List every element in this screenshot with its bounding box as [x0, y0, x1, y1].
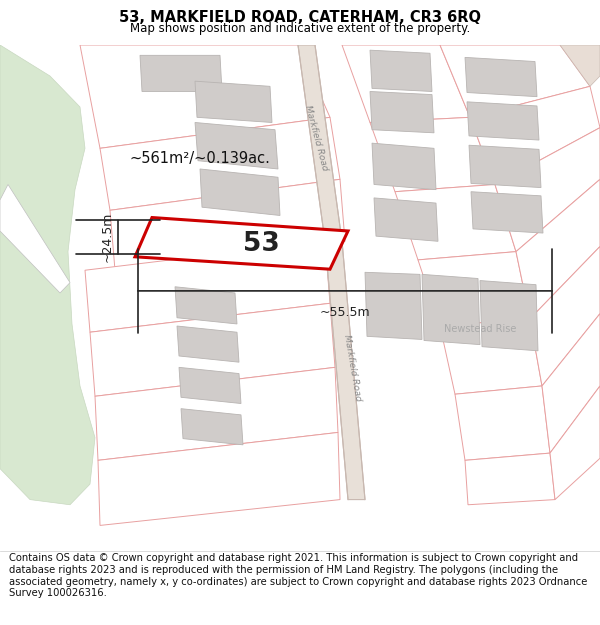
Polygon shape	[0, 45, 95, 505]
Polygon shape	[370, 118, 495, 192]
Polygon shape	[516, 179, 600, 319]
Polygon shape	[395, 184, 516, 260]
Polygon shape	[100, 118, 340, 210]
Polygon shape	[110, 179, 345, 270]
Polygon shape	[467, 102, 539, 140]
Polygon shape	[422, 274, 480, 344]
Polygon shape	[140, 56, 222, 91]
Polygon shape	[200, 169, 280, 216]
Polygon shape	[195, 81, 272, 122]
Polygon shape	[135, 217, 348, 269]
Polygon shape	[179, 368, 241, 404]
Polygon shape	[418, 252, 530, 326]
Polygon shape	[542, 314, 600, 453]
Polygon shape	[175, 287, 237, 324]
Polygon shape	[298, 45, 342, 241]
Polygon shape	[95, 368, 338, 461]
Polygon shape	[195, 122, 278, 169]
Polygon shape	[495, 127, 600, 252]
Text: 53, MARKFIELD ROAD, CATERHAM, CR3 6RQ: 53, MARKFIELD ROAD, CATERHAM, CR3 6RQ	[119, 10, 481, 25]
Polygon shape	[465, 58, 537, 97]
Polygon shape	[80, 45, 330, 148]
Text: ~24.5m: ~24.5m	[101, 212, 114, 262]
Text: ~561m²/~0.139ac.: ~561m²/~0.139ac.	[130, 151, 271, 166]
Polygon shape	[0, 184, 70, 293]
Text: Map shows position and indicative extent of the property.: Map shows position and indicative extent…	[130, 22, 470, 35]
Polygon shape	[177, 326, 239, 362]
Polygon shape	[90, 303, 335, 396]
Polygon shape	[470, 86, 600, 184]
Text: Contains OS data © Crown copyright and database right 2021. This information is : Contains OS data © Crown copyright and d…	[9, 554, 587, 598]
Polygon shape	[440, 45, 590, 118]
Polygon shape	[471, 192, 543, 233]
Polygon shape	[181, 409, 243, 445]
Polygon shape	[440, 319, 542, 394]
Polygon shape	[325, 241, 365, 499]
Text: Markfield Road: Markfield Road	[303, 104, 329, 172]
Text: Markfield Road: Markfield Road	[342, 333, 362, 401]
Polygon shape	[374, 198, 438, 241]
Text: ~55.5m: ~55.5m	[320, 306, 370, 319]
Polygon shape	[370, 91, 434, 133]
Text: Newstead Rise: Newstead Rise	[444, 324, 516, 334]
Polygon shape	[550, 386, 600, 499]
Polygon shape	[85, 241, 330, 332]
Polygon shape	[465, 453, 555, 505]
Polygon shape	[98, 432, 340, 526]
Polygon shape	[469, 145, 541, 188]
Polygon shape	[530, 246, 600, 386]
Polygon shape	[455, 386, 550, 461]
Text: 53: 53	[243, 231, 280, 257]
Polygon shape	[480, 281, 538, 351]
Polygon shape	[365, 272, 422, 339]
Polygon shape	[560, 45, 600, 86]
Polygon shape	[372, 143, 436, 189]
Polygon shape	[342, 45, 470, 123]
Polygon shape	[370, 50, 432, 91]
